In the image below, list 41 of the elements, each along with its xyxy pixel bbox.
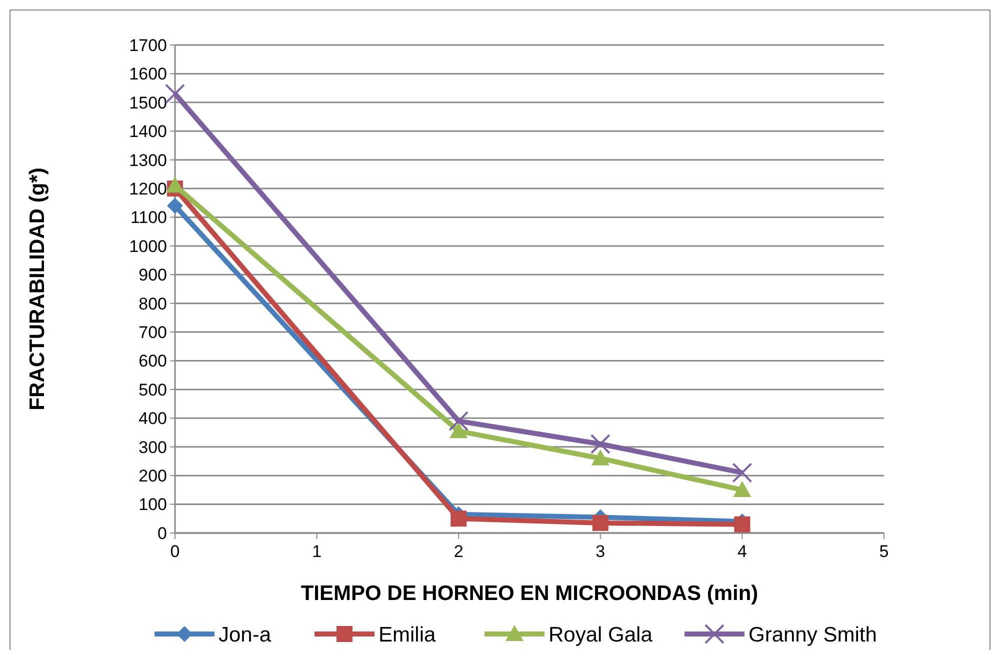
point bbox=[733, 480, 752, 497]
y-tick-label: 1600 bbox=[129, 64, 167, 84]
point bbox=[592, 514, 608, 531]
x-axis-title: TIEMPO DE HORNEO EN MICROONDAS (min) bbox=[300, 582, 758, 605]
y-tick-label: 400 bbox=[138, 409, 167, 428]
y-axis-title: FRACTURABILIDAD (g*) bbox=[26, 168, 49, 410]
y-tick-label: 1200 bbox=[129, 179, 167, 198]
legend-label: Royal Gala bbox=[548, 623, 653, 646]
legend-label: Granny Smith bbox=[748, 623, 877, 646]
y-tick-label: 900 bbox=[138, 266, 167, 285]
y-tick-label: 1700 bbox=[129, 36, 167, 55]
point bbox=[591, 449, 610, 466]
y-tick-label: 700 bbox=[138, 323, 167, 342]
point bbox=[450, 422, 468, 438]
y-tick-label: 500 bbox=[138, 380, 167, 400]
x-tick-label: 1 bbox=[312, 542, 322, 561]
legend-label: Jon-a bbox=[218, 623, 272, 646]
y-tick-label: 1400 bbox=[129, 122, 167, 142]
y-tick-label: 1500 bbox=[129, 93, 167, 112]
point bbox=[590, 434, 610, 454]
x-tick-label: 0 bbox=[170, 542, 180, 561]
legend-label: Emilia bbox=[378, 623, 436, 646]
y-tick-label: 100 bbox=[138, 495, 167, 514]
y-tick-label: 1000 bbox=[129, 236, 167, 256]
y-tick-label: 300 bbox=[138, 438, 167, 457]
point bbox=[448, 411, 469, 432]
y-tick-label: 1100 bbox=[130, 208, 167, 228]
point bbox=[732, 462, 752, 483]
point bbox=[450, 510, 467, 527]
y-tick-label: 0 bbox=[158, 524, 167, 543]
x-tick-label: 3 bbox=[596, 542, 606, 561]
x-tick-label: 4 bbox=[737, 542, 747, 561]
y-tick-label: 200 bbox=[138, 466, 167, 486]
y-tick-label: 800 bbox=[138, 294, 167, 314]
point bbox=[167, 198, 183, 214]
y-tick-label: 600 bbox=[138, 352, 167, 371]
y-tick-label: 1300 bbox=[129, 150, 167, 170]
point bbox=[734, 516, 750, 532]
point bbox=[165, 84, 185, 104]
x-tick-label: 5 bbox=[879, 542, 889, 561]
x-tick-label: 2 bbox=[454, 542, 464, 561]
